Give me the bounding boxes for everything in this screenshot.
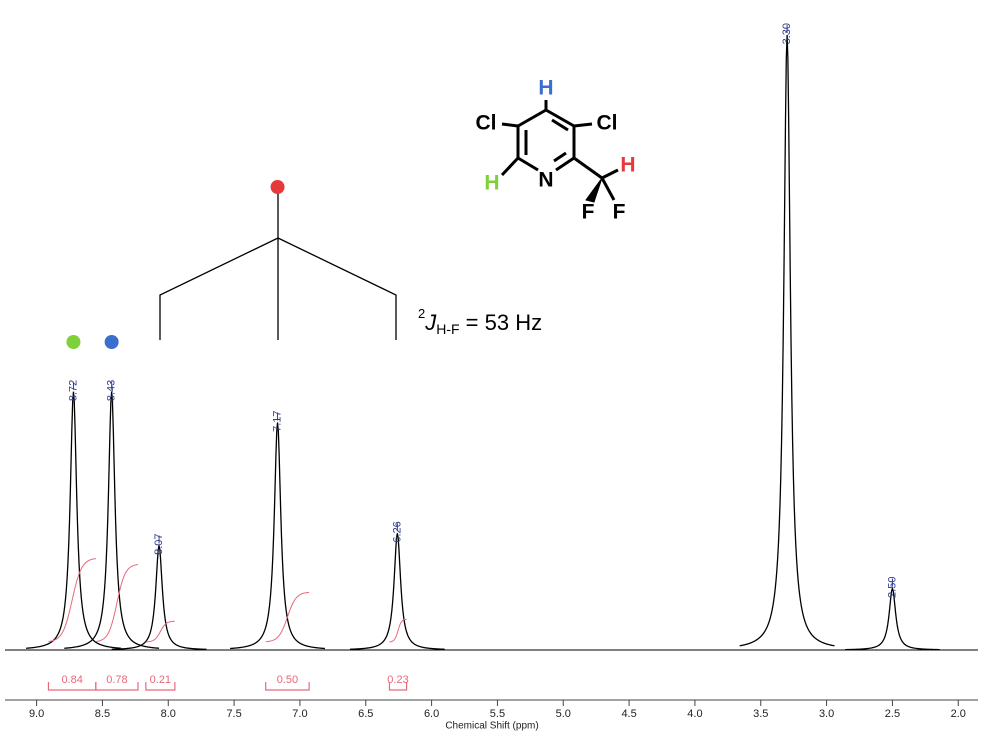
- atom-label: F: [582, 201, 595, 224]
- peak-label: 7.17: [271, 410, 283, 431]
- bond: [573, 156, 603, 180]
- integral-curve: [48, 558, 96, 642]
- peak: [64, 391, 160, 649]
- coupling-annotation: 2JH-F = 53 Hz: [418, 306, 542, 336]
- peak-label: 3.30: [781, 23, 793, 44]
- x-tick-label: 4.0: [687, 708, 702, 720]
- integral-label: 0.21: [150, 674, 171, 686]
- bond: [517, 108, 547, 128]
- bond: [555, 156, 575, 172]
- assignment-marker: [66, 335, 81, 349]
- integral-curve: [389, 618, 407, 643]
- peak: [739, 34, 835, 647]
- bond: [551, 118, 569, 132]
- bond: [600, 177, 616, 201]
- integral-bracket: [265, 682, 310, 691]
- assignment-marker: [104, 335, 119, 349]
- x-tick-label: 6.0: [424, 708, 439, 720]
- subscript: H-F: [436, 321, 459, 337]
- integral-label: 0.78: [106, 674, 127, 686]
- x-tick-label: 6.5: [358, 708, 373, 720]
- atom-label: N: [538, 169, 553, 192]
- x-tick-label: 8.0: [161, 708, 176, 720]
- superscript: 2: [418, 306, 425, 321]
- tree-line: [159, 237, 397, 340]
- atom-label: H: [484, 172, 499, 195]
- x-tick-label: 8.5: [95, 708, 110, 720]
- assignment-marker: [270, 180, 285, 194]
- integral-label: 0.23: [387, 674, 408, 686]
- peak-label: 2.50: [886, 577, 898, 598]
- bond: [601, 168, 619, 180]
- peak-label: 8.07: [153, 533, 165, 554]
- coupling-text: = 53 Hz: [460, 310, 543, 335]
- peak: [26, 391, 121, 649]
- integral-curve: [265, 591, 310, 643]
- integral-label: 0.84: [61, 674, 82, 686]
- atom-label: H: [538, 77, 553, 100]
- peak: [230, 422, 325, 650]
- bond: [553, 151, 567, 163]
- atom-label: Cl: [476, 112, 497, 135]
- integral-curve: [95, 564, 139, 643]
- x-tick-label: 7.5: [226, 708, 241, 720]
- x-tick-label: 5.5: [490, 708, 505, 720]
- peak: [845, 586, 940, 651]
- peak-label: 8.43: [106, 380, 118, 401]
- x-axis-label: Chemical Shift (ppm): [445, 721, 538, 732]
- structure: [500, 100, 619, 203]
- x-tick-label: 3.5: [753, 708, 768, 720]
- peak: [111, 545, 207, 650]
- x-tick-label: 4.5: [621, 708, 636, 720]
- peak: [349, 533, 445, 650]
- x-tick-label: 7.0: [292, 708, 307, 720]
- peak-label: 6.26: [391, 521, 403, 542]
- bond: [517, 156, 539, 172]
- x-tick-label: 5.0: [556, 708, 571, 720]
- integral-curve: [145, 620, 175, 643]
- integral-bracket: [388, 682, 408, 691]
- peak-label: 8.72: [67, 380, 79, 401]
- integral-bracket: [145, 682, 176, 691]
- atom-label: F: [613, 201, 626, 224]
- bond: [500, 156, 520, 177]
- integral-label: 0.50: [277, 674, 298, 686]
- bond: [545, 108, 575, 128]
- bond: [501, 122, 519, 128]
- atom-label: Cl: [597, 112, 618, 135]
- multiplet-tree: [159, 187, 397, 340]
- atom-label: H: [620, 154, 635, 177]
- wedge-bond: [585, 177, 603, 203]
- integral-bracket: [95, 682, 139, 691]
- x-tick-label: 3.0: [819, 708, 834, 720]
- bond: [573, 122, 593, 128]
- symbol: J: [424, 310, 437, 335]
- x-tick-label: 2.5: [885, 708, 900, 720]
- x-tick-label: 9.0: [29, 708, 44, 720]
- x-tick-label: 2.0: [951, 708, 966, 720]
